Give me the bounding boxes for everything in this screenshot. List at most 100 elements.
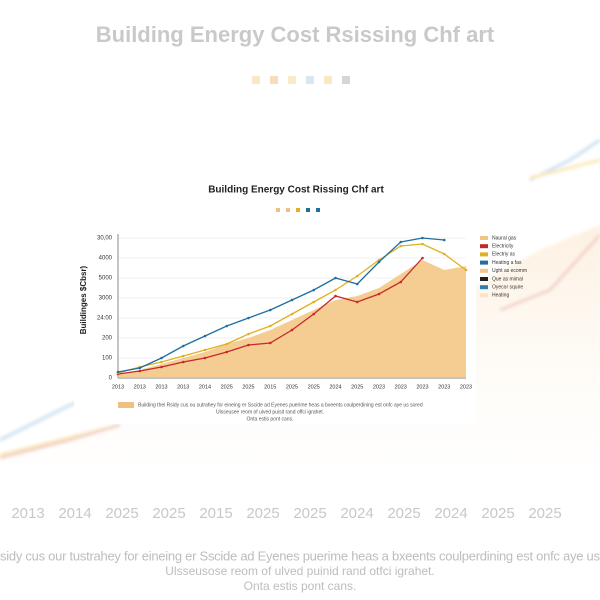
legend-swatch: [480, 268, 488, 273]
chart-title: Building Energy Cost Rissing Chf art: [208, 185, 384, 196]
point: [203, 356, 207, 360]
point: [421, 236, 424, 240]
x-tick-label: 2025: [286, 384, 298, 390]
point: [116, 370, 120, 374]
legend-swatch: [480, 236, 488, 240]
point: [268, 308, 272, 312]
point: [312, 300, 316, 304]
area: [118, 260, 466, 378]
legend-swatch: [480, 260, 488, 265]
legend-label: Naural gas: [492, 235, 517, 241]
point: [268, 341, 272, 345]
y-tick-label: 5000: [99, 276, 113, 282]
point: [247, 332, 250, 336]
x-tick-label: 2013: [134, 384, 146, 390]
point: [138, 366, 142, 370]
caption-swatch: [118, 402, 134, 408]
y-tick-label: 30,00: [97, 236, 113, 242]
point: [399, 244, 403, 248]
point: [225, 324, 229, 328]
point: [399, 240, 403, 244]
y-axis-label: Buildinges $Cbsr): [79, 265, 88, 334]
legend-label: Oyecor squire: [492, 285, 523, 291]
x-tick-label: 2023: [460, 384, 472, 390]
point: [464, 268, 468, 272]
x-tick-label: 2023: [395, 384, 407, 390]
x-tick-label: 2023: [416, 384, 428, 390]
background-caption: sidy cus our tustrahey for eineing er Ss…: [0, 548, 600, 563]
point: [421, 242, 424, 246]
chart-caption: Ulsseusee reom of ulved puisit rand offc…: [216, 409, 324, 415]
point: [181, 354, 185, 358]
background-x-label: 2025: [528, 505, 561, 522]
legend-swatch: [480, 293, 488, 298]
legend-label: Heating a fas: [492, 260, 522, 266]
point: [203, 348, 207, 352]
x-tick-label: 2013: [155, 384, 167, 390]
x-tick-label: 2013: [112, 384, 124, 390]
legend-label: Que as mimal: [492, 276, 523, 282]
background-x-label: 2025: [246, 505, 279, 522]
point: [203, 334, 207, 338]
point: [334, 294, 337, 298]
background-caption: Ulsseusose reom of ulved puinid rand otf…: [165, 564, 434, 578]
point: [225, 342, 229, 346]
point: [160, 365, 163, 369]
x-tick-label: 2014: [199, 384, 211, 390]
line: [117, 237, 445, 373]
point: [181, 344, 185, 348]
x-tick-label: 2025: [242, 384, 254, 390]
background-dots: [252, 76, 350, 84]
point: [290, 328, 294, 332]
point: [247, 316, 250, 320]
background-x-label: 2024: [340, 505, 373, 522]
point: [312, 312, 316, 316]
x-tick-label: 2024: [329, 384, 341, 390]
background-title: Building Energy Cost Rsissing Chf art: [96, 22, 495, 47]
background-x-label: 2015: [199, 505, 232, 522]
background-x-label: 2025: [481, 505, 514, 522]
point: [355, 274, 359, 278]
point: [377, 292, 381, 296]
legend-swatch: [480, 277, 488, 281]
background-x-label: 2025: [152, 505, 185, 522]
point: [355, 282, 359, 286]
point: [334, 276, 337, 280]
y-tick-label: 3000: [99, 296, 113, 302]
legend-label: Ught as ecomm: [492, 268, 527, 274]
x-tick-label: 2025: [308, 384, 320, 390]
x-tick-label: 2025: [221, 384, 233, 390]
background-x-label: 2025: [293, 505, 326, 522]
point: [442, 252, 446, 256]
background-x-label: 2013: [11, 505, 44, 522]
y-tick-label: 200: [102, 336, 113, 342]
chart-caption: Onta estis pont cans.: [247, 416, 294, 422]
legend-label: Electricity: [492, 244, 514, 250]
legend-swatch: [480, 252, 488, 257]
point: [181, 360, 185, 364]
background-x-label: 2025: [387, 505, 420, 522]
point: [290, 312, 294, 316]
legend-label: Heating: [492, 293, 509, 299]
point: [160, 356, 163, 360]
point: [421, 256, 424, 260]
point: [442, 238, 446, 242]
y-tick-label: 24:00: [97, 316, 113, 322]
y-tick-label: 100: [102, 356, 113, 362]
caption-dots: [276, 208, 320, 212]
point: [247, 343, 250, 347]
point: [377, 260, 381, 264]
background-x-label: 2024: [434, 505, 467, 522]
y-tick-label: 4000: [99, 256, 113, 262]
x-tick-label: 2023: [438, 384, 450, 390]
chart-caption: Building thei Rsidy cus ou sutrahey for …: [138, 402, 423, 408]
background-x-label: 2025: [105, 505, 138, 522]
point: [160, 360, 163, 364]
x-tick-label: 2015: [264, 384, 276, 390]
background-caption: Onta estis pont cans.: [244, 579, 357, 593]
point: [399, 280, 403, 284]
point: [290, 298, 294, 302]
legend-swatch: [480, 285, 488, 290]
y-tick-label: 0: [109, 376, 113, 382]
